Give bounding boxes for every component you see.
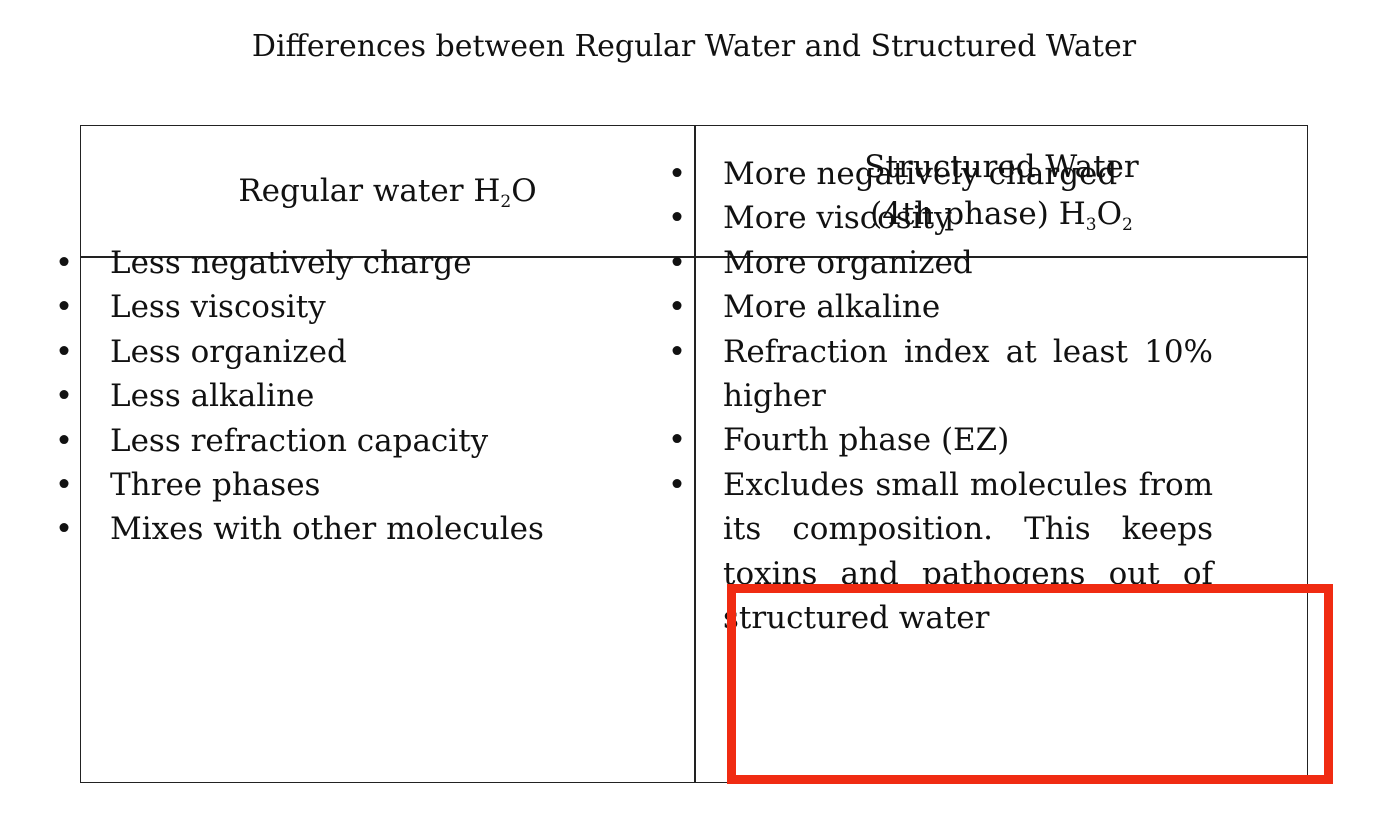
header-regular-text-end: O	[511, 172, 537, 209]
list-item-text: Three phases	[110, 467, 321, 504]
bullet-icon: •	[667, 289, 687, 326]
comparison-table: Regular water H2O Structured Water (4th …	[80, 125, 1308, 783]
list-item: • Less refraction capacity	[55, 419, 570, 463]
bullet-icon: •	[54, 422, 74, 459]
list-item: • More alkaline	[668, 285, 1213, 329]
list-item: • More negatively charged	[668, 152, 1213, 196]
column-divider	[694, 126, 696, 782]
list-item: • More viscosity	[668, 196, 1213, 240]
header-structured-oxygen: O	[1096, 196, 1123, 232]
list-item-text: More viscosity	[723, 200, 952, 237]
list-item-text: Refraction index at least 10% higher	[723, 333, 1213, 415]
bullet-icon: •	[667, 156, 687, 192]
header-structured-text: (4th phase) H	[870, 196, 1086, 232]
bullet-icon: •	[667, 422, 687, 459]
list-item: • Less organized	[55, 330, 570, 374]
header-structured-subscript-2: 2	[1122, 215, 1133, 235]
list-item-text: More alkaline	[723, 289, 941, 326]
list-item: • Fourth phase (EZ)	[668, 418, 1213, 462]
list-item: • Less negatively charge	[55, 241, 570, 285]
page-title: Differences between Regular Water and St…	[251, 29, 1137, 64]
bullet-icon: •	[54, 378, 74, 415]
bullet-icon: •	[667, 200, 687, 237]
list-item: • Refraction index at least 10% higher	[668, 330, 1213, 419]
bullet-icon: •	[667, 244, 687, 281]
header-structured-line1: Structured Water	[864, 149, 1139, 185]
list-item-text: Less negatively charge	[110, 245, 472, 281]
list-item-text: Excludes small molecules from its compos…	[723, 466, 1213, 637]
list-item-text: Fourth phase (EZ)	[723, 422, 1010, 459]
header-regular-water-text: Regular water H2O	[238, 168, 536, 215]
header-regular-text: Regular water H	[238, 172, 501, 209]
list-item-text: More negatively charged	[723, 156, 1118, 192]
structured-water-list: • More negatively charged • More viscosity…	[668, 152, 1213, 641]
header-divider	[81, 256, 1307, 258]
header-regular-subscript: 2	[500, 191, 512, 212]
list-item: • Three phases	[55, 463, 570, 507]
bullet-icon: •	[667, 466, 687, 503]
list-item-text: Less organized	[110, 333, 347, 370]
list-item: • Less viscosity	[55, 285, 570, 329]
bullet-icon: •	[54, 511, 74, 548]
header-structured-line2: (4th phase) H3O2	[870, 191, 1133, 238]
header-regular-water: Regular water H2O	[81, 126, 694, 256]
list-item-text: Less refraction capacity	[110, 422, 489, 459]
list-item: • Less alkaline	[55, 374, 570, 418]
list-item-text: More organized	[723, 244, 973, 281]
list-item: • Mixes with other molecules	[55, 507, 570, 551]
regular-water-list: • Less negatively charge • Less viscosity …	[55, 241, 570, 552]
bullet-icon: •	[54, 333, 74, 370]
bullet-icon: •	[54, 289, 74, 326]
list-item-highlighted: • Excludes small molecules from its compo…	[668, 463, 1213, 641]
bullet-icon: •	[667, 333, 687, 370]
list-item-text: Mixes with other molecules	[110, 511, 544, 548]
list-item-text: Less alkaline	[110, 378, 315, 415]
bullet-icon: •	[54, 245, 74, 281]
header-structured-water: Structured Water (4th phase) H3O2	[695, 126, 1308, 256]
list-item-text: Less viscosity	[110, 289, 326, 326]
list-item: • More organized	[668, 241, 1213, 285]
bullet-icon: •	[54, 467, 74, 504]
header-structured-subscript-1: 3	[1085, 215, 1097, 235]
